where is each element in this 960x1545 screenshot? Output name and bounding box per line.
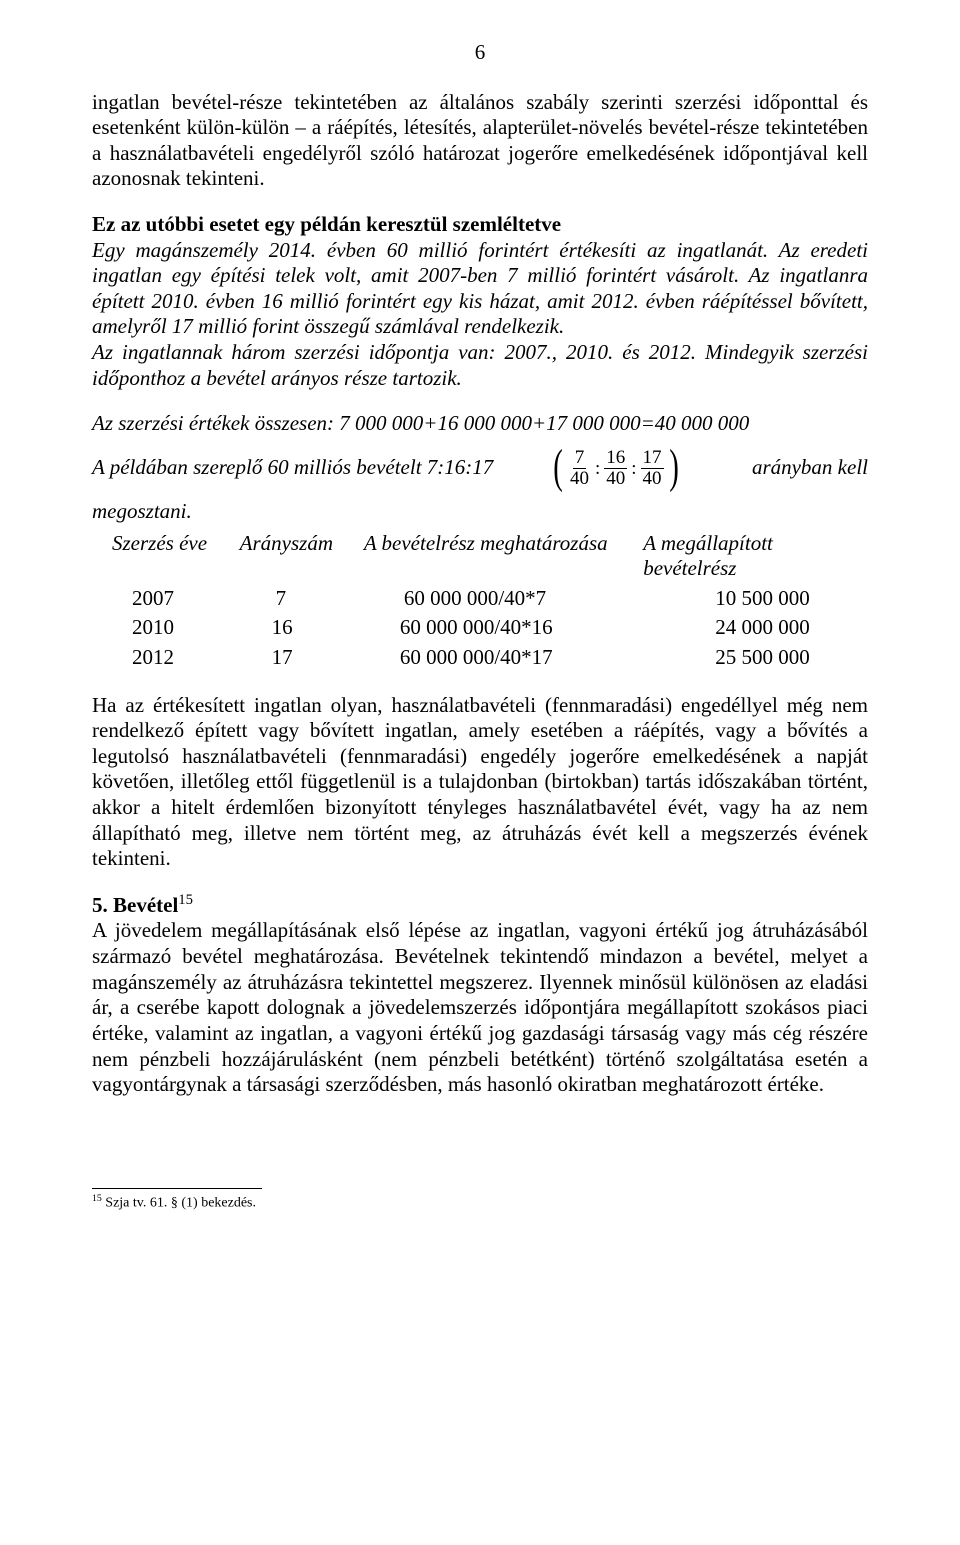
th-year: Szerzés éve (92, 529, 232, 584)
cell-calc: 60 000 000/40*7 (356, 584, 635, 614)
example-body-2: Az ingatlannak három szerzési időpontja … (92, 340, 868, 391)
footnote-text: Szja tv. 61. § (1) bekezdés. (102, 1195, 256, 1210)
frac1-num: 7 (573, 448, 587, 469)
footnote-rule (92, 1188, 262, 1189)
page-number: 6 (92, 40, 868, 66)
cell-ratio: 17 (232, 643, 356, 673)
example-heading: Ez az utóbbi esetet egy példán keresztül… (92, 212, 868, 238)
paragraph-intro: ingatlan bevétel-része tekintetében az á… (92, 90, 868, 192)
frac1-den: 40 (568, 469, 591, 489)
cell-year: 2007 (92, 584, 232, 614)
colon-1: : (593, 457, 602, 480)
cell-calc: 60 000 000/40*17 (356, 643, 635, 673)
document-page: 6 ingatlan bevétel-része tekintetében az… (0, 0, 960, 1251)
footnote-15: 15 Szja tv. 61. § (1) bekezdés. (92, 1193, 868, 1212)
table-row: 2010 16 60 000 000/40*16 24 000 000 (92, 613, 868, 643)
table-header-row: Szerzés éve Arányszám A bevételrész megh… (92, 529, 868, 584)
calculation-table: Szerzés éve Arányszám A bevételrész megh… (92, 529, 868, 673)
right-paren-icon: ) (669, 443, 679, 491)
example-body-2c: tartozik. (387, 366, 462, 390)
fraction-3: 17 40 (641, 448, 664, 489)
left-paren-icon: ( (553, 443, 563, 491)
cell-year: 2010 (92, 613, 232, 643)
fraction-2: 16 40 (604, 448, 627, 489)
ratio-fraction-group: ( 7 40 : 16 40 : 17 40 ) (550, 441, 682, 497)
cell-result: 25 500 000 (635, 643, 868, 673)
cell-calc: 60 000 000/40*16 (356, 613, 635, 643)
cell-year: 2012 (92, 643, 232, 673)
frac3-den: 40 (641, 469, 664, 489)
frac2-num: 16 (604, 448, 627, 469)
example-body-1: Egy magánszemély 2014. évben 60 millió f… (92, 238, 868, 340)
colon-2: : (629, 457, 638, 480)
table-row: 2007 7 60 000 000/40*7 10 500 000 (92, 584, 868, 614)
example-body-2a: Az ingatlannak három szerzési időpontja … (92, 340, 705, 364)
table-row: 2012 17 60 000 000/40*17 25 500 000 (92, 643, 868, 673)
th-result: A megállapított bevételrész (635, 529, 868, 584)
megosztani-word: megosztani. (92, 499, 868, 525)
th-calc: A bevételrész meghatározása (356, 529, 635, 584)
section-5-body: A jövedelem megállapításának első lépése… (92, 918, 868, 1097)
frac3-num: 17 (641, 448, 664, 469)
cell-ratio: 7 (232, 584, 356, 614)
section-5-heading-line: 5. Bevétel15 (92, 892, 868, 919)
footnote-num: 15 (92, 1193, 102, 1204)
ratio-left-text: A példában szereplő 60 milliós bevételt … (92, 455, 493, 481)
cell-result: 24 000 000 (635, 613, 868, 643)
sum-line: Az szerzési értékek összesen: 7 000 000+… (92, 411, 868, 437)
footnote-ref-15: 15 (178, 892, 193, 908)
paragraph-cond: Ha az értékesített ingatlan olyan, haszn… (92, 693, 868, 872)
fraction-1: 7 40 (568, 448, 591, 489)
ratio-line: A példában szereplő 60 milliós bevételt … (92, 441, 868, 497)
ratio-right-text: arányban kell (752, 455, 868, 481)
cell-result: 10 500 000 (635, 584, 868, 614)
section-5-heading: 5. Bevétel (92, 893, 178, 917)
th-ratio: Arányszám (232, 529, 356, 584)
frac2-den: 40 (604, 469, 627, 489)
cell-ratio: 16 (232, 613, 356, 643)
